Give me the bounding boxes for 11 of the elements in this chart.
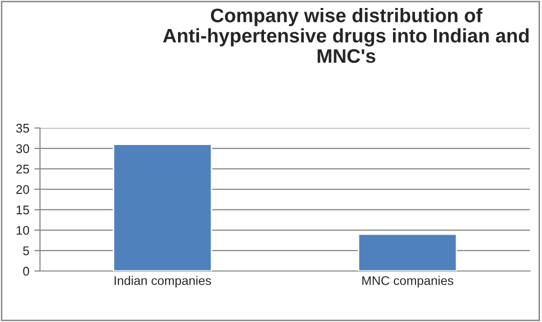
y-tick-label: 30 <box>16 144 30 154</box>
y-tick-label: 25 <box>16 164 30 174</box>
x-tick-label: Indian companies <box>114 276 212 288</box>
y-tick-label: 10 <box>16 226 30 235</box>
y-tick-label: 35 <box>16 124 30 133</box>
y-tick-label: 20 <box>16 185 30 194</box>
y-tick-label: 5 <box>23 246 30 256</box>
chart-title: Company wise distribution of Anti-hypertensive drugs into Indian and MNC's <box>163 8 529 63</box>
y-tick-label: 15 <box>16 206 30 214</box>
y-tick-label: 0 <box>23 266 30 276</box>
x-tick-label: MNC companies <box>362 276 454 288</box>
